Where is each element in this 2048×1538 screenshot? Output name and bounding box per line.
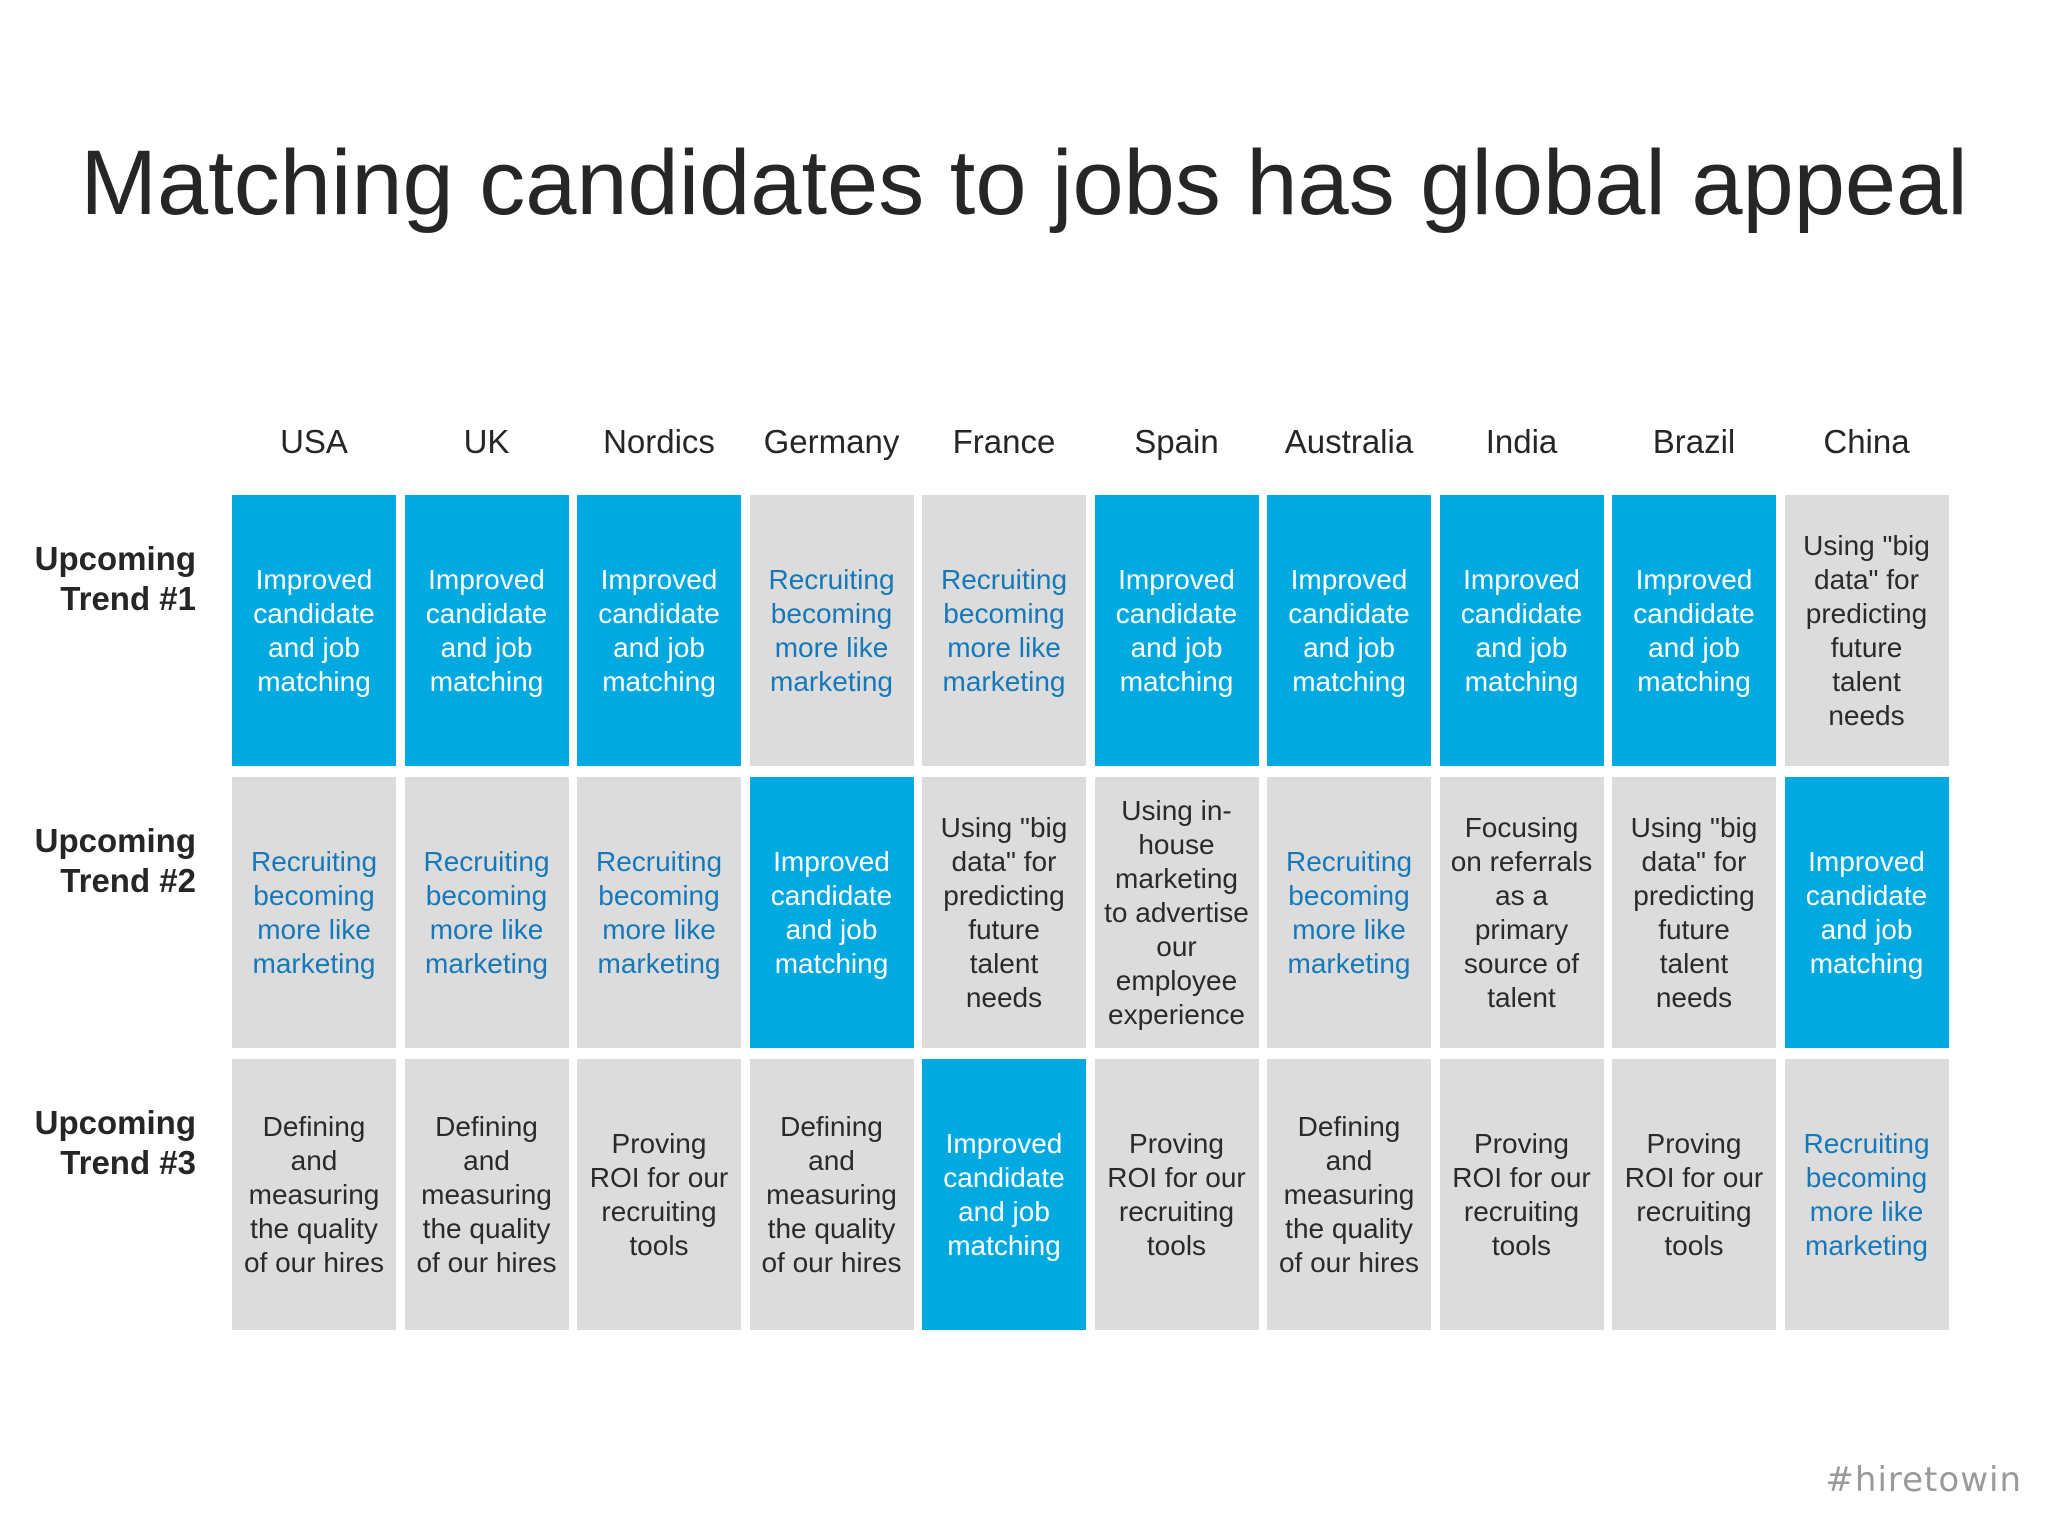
column-header-india: India — [1485, 423, 1558, 460]
table-cell: Improved candidate and job matching — [1267, 495, 1431, 766]
row-label-line1: Upcoming — [34, 1104, 196, 1141]
cell-text: Proving ROI for our recruiting tools — [589, 1127, 729, 1261]
table-cell: Recruiting becoming more like marketing — [404, 777, 569, 1048]
cell-text: Proving ROI for our recruiting tools — [1452, 1127, 1591, 1261]
table-cell: Recruiting becoming more like marketing — [232, 777, 396, 1048]
row-label-line2: Trend #1 — [60, 580, 196, 617]
table-cell: Improved candidate and job matching — [577, 495, 741, 766]
cell-text: Improved candidate and job matching — [1288, 563, 1410, 697]
column-header-germany: Germany — [763, 423, 900, 460]
cell-text: Using "big data" for predicting future t… — [1630, 811, 1758, 1013]
cell-text: Proving ROI for our recruiting tools — [1624, 1127, 1764, 1261]
cell-text: Using "big data" for predicting future t… — [940, 811, 1068, 1013]
cell-text: Defining and measuring the quality of ou… — [416, 1110, 557, 1278]
cell-text: Improved candidate and job matching — [253, 563, 375, 697]
cell-text: Improved candidate and job matching — [943, 1127, 1065, 1261]
table-cell: Defining and measuring the quality of ou… — [749, 1059, 914, 1330]
table-cell: Recruiting becoming more like marketing — [1784, 1059, 1949, 1330]
table-cell: Recruiting becoming more like marketing — [749, 495, 914, 766]
table-cell: Using "big data" for predicting future t… — [1612, 777, 1776, 1048]
table-cell: Improved candidate and job matching — [749, 777, 914, 1048]
column-header-china: China — [1823, 423, 1910, 460]
table-cell: Improved candidate and job matching — [1439, 495, 1604, 766]
cell-text: Recruiting becoming more like marketing — [940, 563, 1068, 697]
table-cell: Improved candidate and job matching — [1784, 777, 1949, 1048]
row-label-line1: Upcoming — [34, 540, 196, 577]
cell-text: Improved candidate and job matching — [598, 563, 720, 697]
column-header-australia: Australia — [1284, 423, 1414, 460]
cell-text: Recruiting becoming more like marketing — [1803, 1127, 1930, 1261]
page-title: Matching candidates to jobs has global a… — [80, 132, 1968, 234]
cell-text: Recruiting becoming more like marketing — [1285, 845, 1413, 979]
cell-text: Improved candidate and job matching — [425, 563, 548, 697]
column-header-brazil: Brazil — [1652, 423, 1736, 460]
table-cell: Proving ROI for our recruiting tools — [1094, 1059, 1259, 1330]
table-cell: Recruiting becoming more like marketing — [577, 777, 741, 1048]
cell-text: Focusing on referrals as a primary sourc… — [1450, 811, 1593, 1013]
cell-text: Improved candidate and job matching — [770, 845, 893, 979]
table-cell: Proving ROI for our recruiting tools — [1612, 1059, 1776, 1330]
footer-hashtag: #hiretowin — [1825, 1460, 2022, 1500]
row-label-trend-1: Upcoming Trend #1 — [20, 539, 196, 619]
cell-text: Recruiting becoming more like marketing — [250, 845, 378, 979]
cell-text: Improved candidate and job matching — [1460, 563, 1583, 697]
cell-text: Using in- house marketing to advertise o… — [1104, 794, 1249, 1030]
cell-text: Defining and measuring the quality of ou… — [243, 1110, 385, 1278]
table-cell: Proving ROI for our recruiting tools — [1439, 1059, 1604, 1330]
cell-text: Improved candidate and job matching — [1633, 563, 1755, 697]
table-cell: Defining and measuring the quality of ou… — [1267, 1059, 1431, 1330]
column-header-nordics: Nordics — [603, 423, 715, 460]
table-cell: Defining and measuring the quality of ou… — [404, 1059, 569, 1330]
table-cell: Improved candidate and job matching — [1612, 495, 1776, 766]
table-cell: Focusing on referrals as a primary sourc… — [1439, 777, 1604, 1048]
row-label-line2: Trend #2 — [60, 862, 196, 899]
cell-text: Improved candidate and job matching — [1805, 845, 1928, 979]
cell-text: Using "big data" for predicting future t… — [1803, 529, 1930, 731]
row-label-trend-3: Upcoming Trend #3 — [20, 1103, 196, 1183]
cell-text: Defining and measuring the quality of ou… — [761, 1110, 902, 1278]
cell-text: Recruiting becoming more like marketing — [595, 845, 723, 979]
cell-text: Recruiting becoming more like marketing — [423, 845, 550, 979]
table-cell: Defining and measuring the quality of ou… — [232, 1059, 396, 1330]
column-header-usa: USA — [280, 423, 348, 460]
table-cell: Proving ROI for our recruiting tools — [577, 1059, 741, 1330]
table-cell: Recruiting becoming more like marketing — [922, 495, 1086, 766]
table-cell: Using "big data" for predicting future t… — [922, 777, 1086, 1048]
cell-text: Defining and measuring the quality of ou… — [1278, 1110, 1420, 1278]
column-header-spain: Spain — [1134, 423, 1219, 460]
row-label-line1: Upcoming — [34, 822, 196, 859]
table-cell: Using in- house marketing to advertise o… — [1094, 777, 1259, 1048]
column-header-france: France — [952, 423, 1056, 460]
cell-text: Recruiting becoming more like marketing — [768, 563, 895, 697]
table-cell: Improved candidate and job matching — [232, 495, 396, 766]
table-cell: Improved candidate and job matching — [922, 1059, 1086, 1330]
row-label-line2: Trend #3 — [60, 1144, 196, 1181]
table-cell: Improved candidate and job matching — [1094, 495, 1259, 766]
row-label-trend-2: Upcoming Trend #2 — [20, 821, 196, 901]
table-cell: Recruiting becoming more like marketing — [1267, 777, 1431, 1048]
column-header-uk: UK — [463, 423, 510, 460]
table-cell: Improved candidate and job matching — [404, 495, 569, 766]
cell-text: Proving ROI for our recruiting tools — [1107, 1127, 1246, 1261]
table-cell: Using "big data" for predicting future t… — [1784, 495, 1949, 766]
cell-text: Improved candidate and job matching — [1115, 563, 1238, 697]
